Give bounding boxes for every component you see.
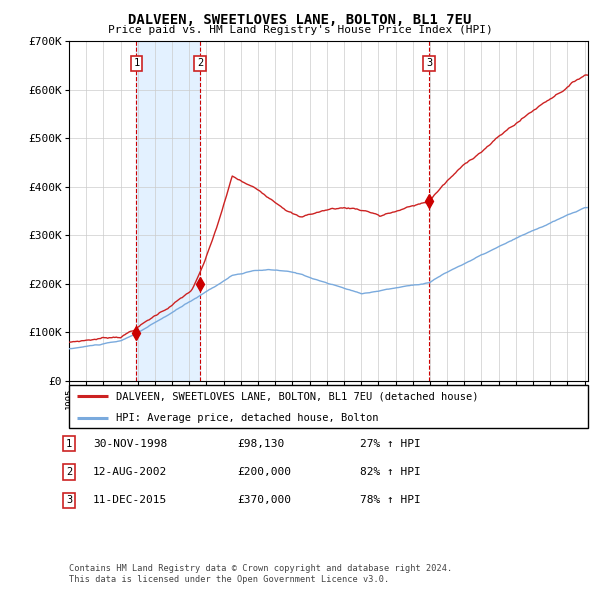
Text: 1: 1 (66, 439, 72, 448)
Text: HPI: Average price, detached house, Bolton: HPI: Average price, detached house, Bolt… (116, 412, 378, 422)
Text: 82% ↑ HPI: 82% ↑ HPI (360, 467, 421, 477)
Text: £370,000: £370,000 (237, 496, 291, 505)
Text: 3: 3 (426, 58, 432, 68)
Text: 1: 1 (133, 58, 139, 68)
Text: 78% ↑ HPI: 78% ↑ HPI (360, 496, 421, 505)
Text: Contains HM Land Registry data © Crown copyright and database right 2024.: Contains HM Land Registry data © Crown c… (69, 565, 452, 573)
Text: £98,130: £98,130 (237, 439, 284, 448)
Bar (136, 41, 200, 381)
Text: 12-AUG-2002: 12-AUG-2002 (93, 467, 167, 477)
Text: 2: 2 (66, 467, 72, 477)
Text: 2: 2 (197, 58, 203, 68)
Text: Price paid vs. HM Land Registry's House Price Index (HPI): Price paid vs. HM Land Registry's House … (107, 25, 493, 35)
Text: 27% ↑ HPI: 27% ↑ HPI (360, 439, 421, 448)
Text: DALVEEN, SWEETLOVES LANE, BOLTON, BL1 7EU: DALVEEN, SWEETLOVES LANE, BOLTON, BL1 7E… (128, 13, 472, 27)
Text: 3: 3 (66, 496, 72, 505)
Text: 11-DEC-2015: 11-DEC-2015 (93, 496, 167, 505)
Text: DALVEEN, SWEETLOVES LANE, BOLTON, BL1 7EU (detached house): DALVEEN, SWEETLOVES LANE, BOLTON, BL1 7E… (116, 391, 478, 401)
Text: This data is licensed under the Open Government Licence v3.0.: This data is licensed under the Open Gov… (69, 575, 389, 584)
Text: £200,000: £200,000 (237, 467, 291, 477)
Text: 30-NOV-1998: 30-NOV-1998 (93, 439, 167, 448)
FancyBboxPatch shape (69, 385, 588, 428)
